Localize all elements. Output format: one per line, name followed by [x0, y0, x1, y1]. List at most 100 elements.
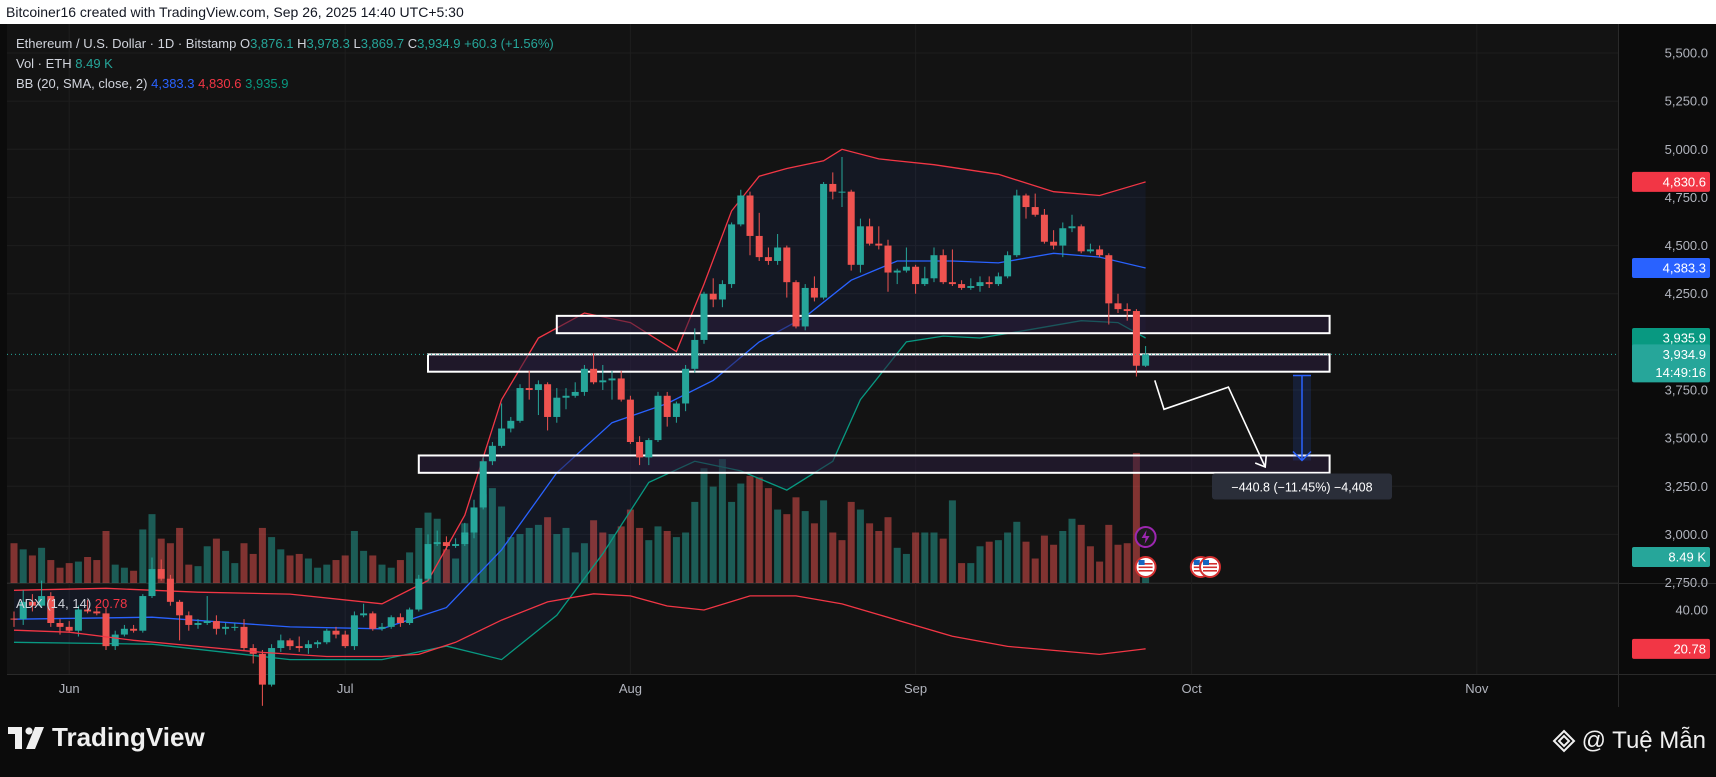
volume-bar: [323, 564, 331, 583]
candle-body: [452, 544, 460, 546]
flag-stripe: [1138, 566, 1153, 569]
candle-body: [590, 368, 598, 383]
candle: [847, 189, 855, 271]
candle-body: [884, 245, 892, 273]
candle-body: [847, 191, 855, 265]
candle-body: [921, 278, 929, 285]
candle-body: [764, 257, 772, 261]
candle-body: [783, 247, 791, 283]
volume-bar: [268, 537, 276, 583]
candle-body: [737, 195, 745, 225]
projection-arrowhead: [1254, 455, 1267, 469]
attribution-bar: Bitcoiner16 created with TradingView.com…: [0, 0, 1716, 24]
price-badge-4-bg: [1632, 344, 1710, 383]
candle-body: [1013, 195, 1021, 256]
candle-body: [939, 255, 947, 283]
volume-bar: [921, 532, 929, 583]
candle-body: [406, 609, 414, 624]
candle: [985, 276, 993, 288]
bb-label: BB (20, SMA, close, 2): [16, 76, 148, 91]
candle-body: [286, 640, 294, 647]
volume-bar: [1068, 518, 1076, 583]
candle-body: [562, 395, 570, 398]
candle-body: [636, 441, 644, 458]
candle-body: [691, 339, 699, 369]
volume-bar: [286, 555, 294, 583]
volume-bar: [525, 527, 533, 583]
candle-body: [746, 195, 754, 236]
volume-bar: [1096, 561, 1104, 583]
volume-bar: [856, 509, 864, 583]
measure-label-text: −440.8 (−11.45%) −4,408: [1231, 480, 1372, 494]
candle: [488, 441, 496, 466]
candle-body: [314, 642, 322, 645]
candle-body: [792, 282, 800, 327]
candle: [718, 280, 726, 308]
candle: [314, 640, 322, 649]
candle-body: [1086, 249, 1094, 252]
volume-bar: [562, 527, 570, 583]
candle: [783, 245, 791, 298]
symbol-legend: Ethereum / U.S. Dollar · 1D · Bitstamp O…: [16, 36, 554, 51]
volume-bar: [1059, 530, 1067, 583]
volume-bar: [28, 555, 36, 583]
high-value: 3,978.3: [306, 36, 350, 51]
volume-bar: [994, 540, 1002, 583]
flag-stripe: [1203, 570, 1217, 572]
zone-3: [417, 454, 1331, 474]
candle-body: [856, 226, 864, 265]
candle-body: [461, 532, 469, 545]
price-tick-label: 5,500.0: [1665, 46, 1708, 61]
candle: [102, 607, 110, 650]
candle-body: [838, 191, 846, 193]
volume-bar: [166, 543, 174, 583]
tradingview-logo[interactable]: TradingView: [8, 722, 205, 753]
bb-legend: BB (20, SMA, close, 2) 4,383.3 4,830.6 3…: [16, 76, 289, 91]
candle-body: [626, 399, 634, 442]
volume-bar: [479, 494, 487, 583]
price-tick-label: 3,000.0: [1665, 527, 1708, 542]
candle: [958, 280, 966, 290]
candle-body: [323, 630, 331, 643]
candle-body: [470, 507, 478, 533]
candle: [810, 276, 818, 302]
volume-bar: [709, 486, 717, 583]
candle: [120, 624, 128, 637]
time-tick-label: Jun: [59, 681, 80, 696]
volume-bar: [663, 530, 671, 583]
candle: [258, 649, 266, 706]
volume-bar: [1013, 521, 1021, 583]
candle: [553, 388, 561, 423]
volume-bar: [700, 468, 708, 583]
candle-body: [1105, 255, 1113, 304]
candle-body: [212, 621, 220, 629]
volume-bar: [829, 532, 837, 583]
candle-body: [875, 243, 883, 246]
candle-body: [1022, 195, 1030, 208]
candle: [47, 592, 55, 627]
candle-body: [682, 368, 690, 404]
candle: [764, 247, 772, 265]
volume-bar: [350, 530, 358, 583]
candle: [516, 384, 524, 423]
candle-body: [985, 282, 993, 285]
open-label: O: [239, 36, 251, 51]
time-tick-label: Jul: [337, 681, 354, 696]
candle: [562, 388, 570, 410]
price-badge-4-countdown: 14:49:16: [1655, 365, 1706, 380]
candle: [939, 249, 947, 285]
candle-body: [829, 183, 837, 192]
candle: [571, 382, 579, 398]
volume-bar: [139, 529, 147, 583]
volume-bar: [645, 540, 653, 583]
candle: [893, 268, 901, 285]
candle-body: [1077, 226, 1085, 252]
volume-bar: [801, 511, 809, 583]
candle: [994, 272, 1002, 287]
candle-body: [700, 293, 708, 340]
horizontal-grid: [7, 52, 1618, 584]
candle: [1096, 245, 1104, 258]
us-flag-icon: [1134, 556, 1157, 578]
candle: [856, 218, 864, 273]
volume-bar: [718, 459, 726, 583]
